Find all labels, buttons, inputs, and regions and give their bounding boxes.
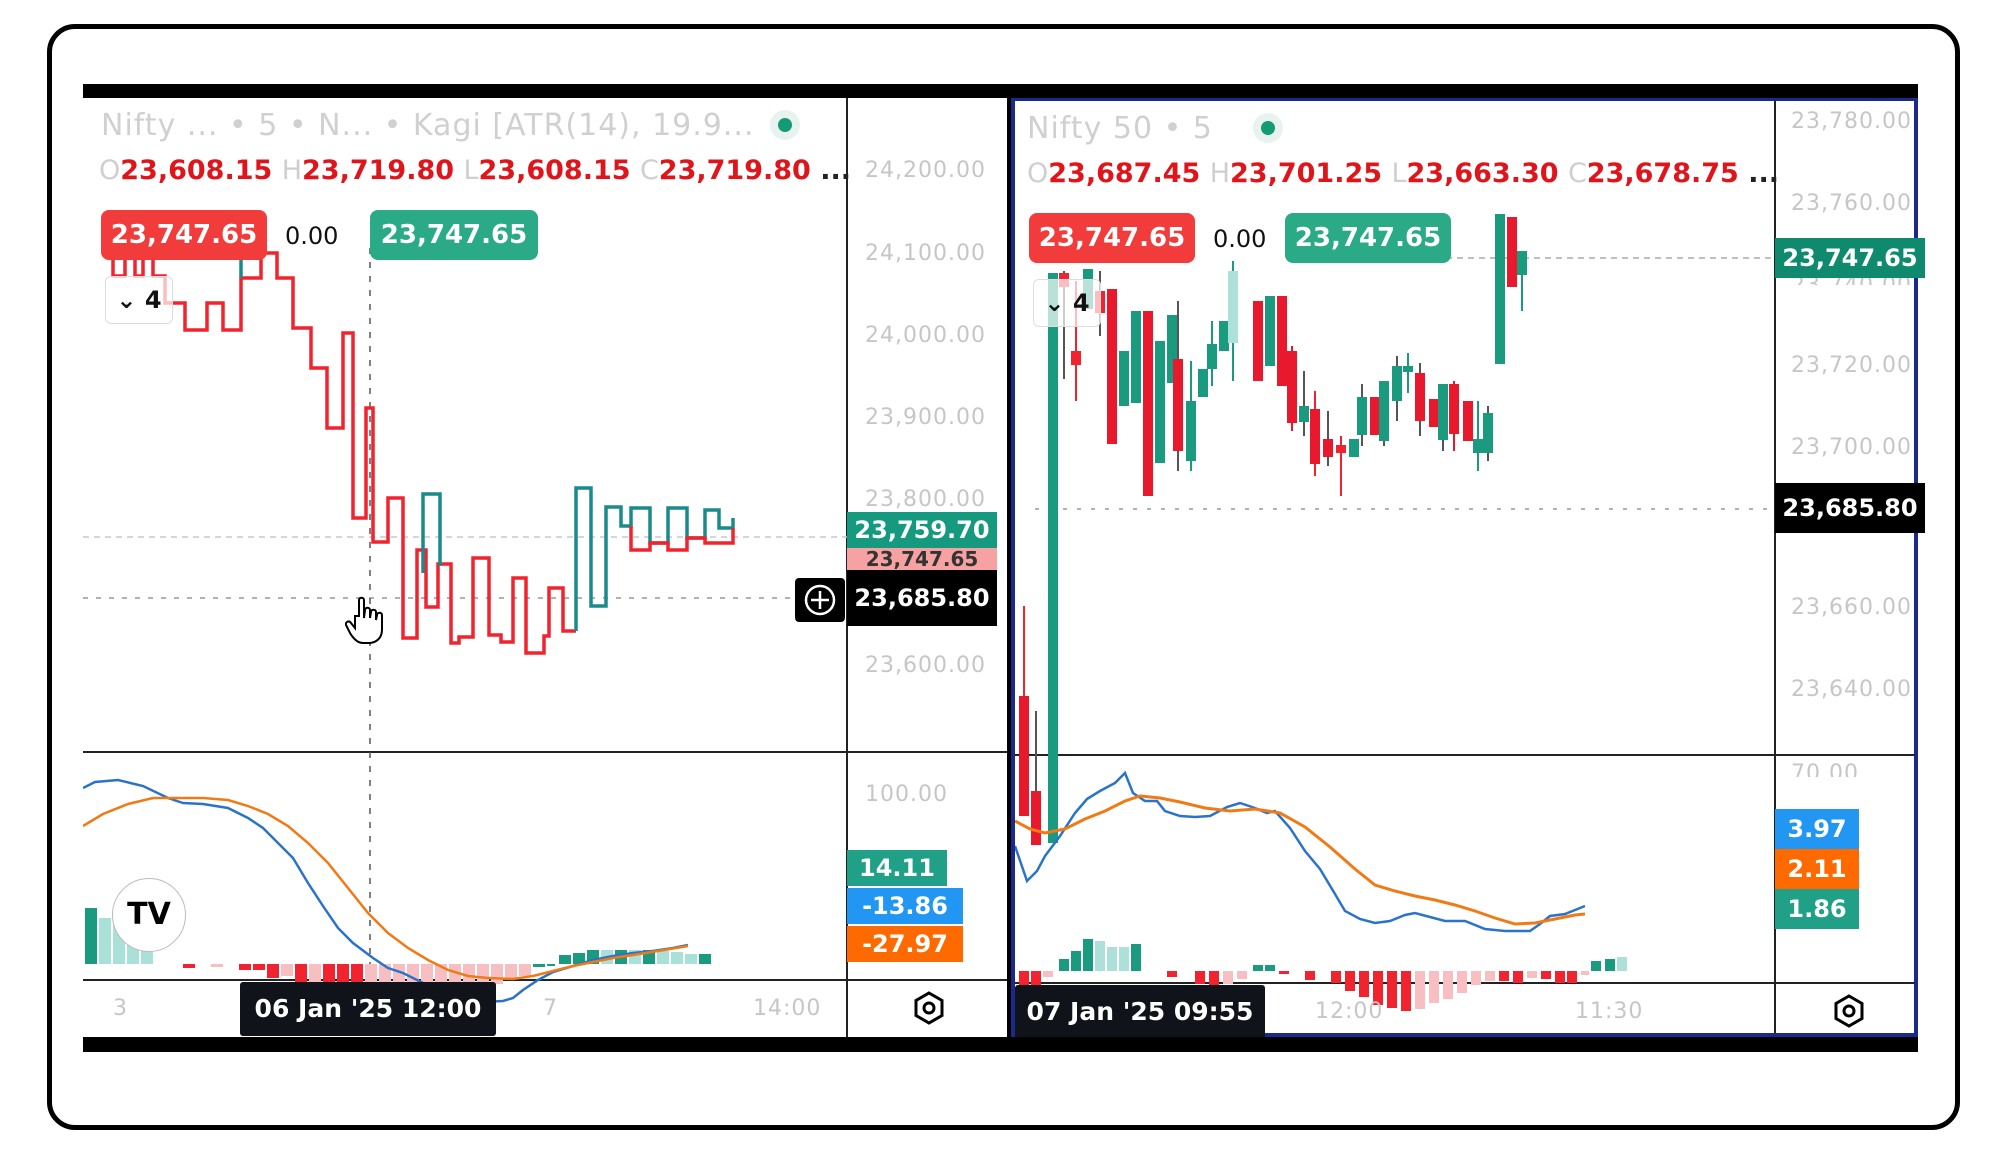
price-axis-label: 23,600.00 bbox=[865, 653, 986, 678]
right-chart-title[interactable]: Nifty 50 • 5 bbox=[1027, 111, 1213, 146]
macd-histogram-tag: 14.11 bbox=[847, 850, 947, 886]
settings-gear-icon[interactable] bbox=[1831, 993, 1867, 1029]
left-chart-pane[interactable]: Nifty ... • 5 • N... • Kagi [ATR(14), 19… bbox=[83, 98, 1010, 1037]
macd-histogram-tag: 1.86 bbox=[1775, 889, 1859, 929]
open-label: O bbox=[99, 155, 121, 186]
market-open-indicator-icon bbox=[770, 110, 800, 140]
crosshair-price-tag: 23,685.80 bbox=[1775, 483, 1925, 533]
price-axis-label: 23,720.00 bbox=[1791, 353, 1912, 378]
right-chart-pane[interactable]: Nifty 50 • 5 O23,687.45 H23,701.25 L23,6… bbox=[1011, 98, 1925, 1039]
crosshair-price-tag: 23,685.80 bbox=[847, 570, 997, 626]
price-axis-label: 23,800.00 bbox=[865, 487, 986, 512]
crosshair-time-label: 07 Jan '25 09:55 bbox=[1015, 985, 1265, 1039]
buy-button[interactable]: 23,747.65 bbox=[370, 210, 538, 260]
tradingview-logo[interactable]: TV bbox=[112, 878, 186, 952]
open-value: 23,687.45 bbox=[1048, 158, 1201, 189]
settings-gear-icon[interactable] bbox=[911, 990, 947, 1026]
spread-value: 0.00 bbox=[1213, 225, 1267, 253]
time-axis-label: 7 bbox=[543, 996, 558, 1021]
pane-divider[interactable] bbox=[1007, 98, 1012, 1037]
chevron-down-icon: ⌄ bbox=[1044, 289, 1065, 317]
crosshair-time-label: 06 Jan '25 12:00 bbox=[240, 982, 496, 1036]
high-label: H bbox=[281, 155, 303, 186]
price-axis-label: 23,660.00 bbox=[1791, 595, 1912, 620]
price-axis-label: 23,900.00 bbox=[865, 405, 986, 430]
right-macd-histogram bbox=[1019, 939, 1627, 1011]
market-open-indicator-icon bbox=[1253, 113, 1283, 143]
spread-value: 0.00 bbox=[285, 222, 339, 250]
left-chart-title[interactable]: Nifty ... • 5 • N... • Kagi [ATR(14), 19… bbox=[101, 108, 755, 143]
top-bar bbox=[83, 84, 1918, 98]
macd-axis-label: 70.00 bbox=[1791, 761, 1859, 777]
indicator-count: 4 bbox=[1072, 289, 1090, 317]
hidden-price-tag: 23,747.65 bbox=[847, 548, 997, 570]
plus-circle-icon bbox=[804, 584, 836, 616]
chevron-down-icon: ⌄ bbox=[116, 286, 137, 314]
low-label: L bbox=[463, 155, 479, 186]
time-axis-label: 12:00 bbox=[1315, 999, 1384, 1024]
low-label: L bbox=[1391, 158, 1407, 189]
price-axis-label: 24,000.00 bbox=[865, 323, 986, 348]
time-axis-label: 14:00 bbox=[753, 996, 822, 1021]
close-label: C bbox=[639, 155, 659, 186]
high-value: 23,719.80 bbox=[302, 155, 455, 186]
macd-line-tag: 3.97 bbox=[1775, 809, 1859, 849]
left-ohlc-legend: O23,608.15 H23,719.80 L23,608.15 C23,719… bbox=[99, 155, 851, 186]
collapse-indicators-button[interactable]: ⌄ 4 bbox=[105, 276, 173, 324]
more-icon[interactable]: ... bbox=[820, 155, 852, 186]
high-value: 23,701.25 bbox=[1230, 158, 1383, 189]
hand-cursor-icon bbox=[345, 596, 383, 644]
open-label: O bbox=[1027, 158, 1049, 189]
macd-axis-label: 100.00 bbox=[865, 782, 948, 807]
close-value: 23,678.75 bbox=[1586, 158, 1739, 189]
right-ohlc-legend: O23,687.45 H23,701.25 L23,663.30 C23,678… bbox=[1027, 158, 1779, 189]
time-axis-label: 11:30 bbox=[1575, 999, 1644, 1024]
high-label: H bbox=[1209, 158, 1231, 189]
macd-line-tag: -13.86 bbox=[847, 888, 963, 924]
more-icon[interactable]: ... bbox=[1748, 158, 1780, 189]
time-axis-label: 3 bbox=[113, 996, 128, 1021]
add-alert-button[interactable] bbox=[795, 578, 845, 622]
low-value: 23,608.15 bbox=[478, 155, 631, 186]
last-price-tag: 23,747.65 bbox=[1775, 238, 1925, 278]
open-value: 23,608.15 bbox=[120, 155, 273, 186]
low-value: 23,663.30 bbox=[1406, 158, 1559, 189]
macd-signal-tag: -27.97 bbox=[847, 926, 963, 962]
price-axis-label: 23,700.00 bbox=[1791, 435, 1912, 460]
price-axis-label: 23,760.00 bbox=[1791, 191, 1912, 216]
price-axis-label: 24,200.00 bbox=[865, 158, 986, 183]
indicator-count: 4 bbox=[144, 286, 162, 314]
price-axis-label: 24,100.00 bbox=[865, 241, 986, 266]
macd-signal-tag: 2.11 bbox=[1775, 849, 1859, 889]
close-value: 23,719.80 bbox=[658, 155, 811, 186]
close-label: C bbox=[1567, 158, 1587, 189]
buy-button[interactable]: 23,747.65 bbox=[1285, 213, 1451, 263]
bottom-bar bbox=[83, 1037, 1918, 1052]
sell-button[interactable]: 23,747.65 bbox=[1029, 213, 1195, 263]
price-axis-label: 23,780.00 bbox=[1791, 109, 1912, 134]
collapse-indicators-button[interactable]: ⌄ 4 bbox=[1033, 279, 1101, 327]
sell-button[interactable]: 23,747.65 bbox=[101, 210, 267, 260]
last-price-tag: 23,759.70 bbox=[847, 512, 997, 548]
price-axis-label: 23,640.00 bbox=[1791, 677, 1912, 702]
